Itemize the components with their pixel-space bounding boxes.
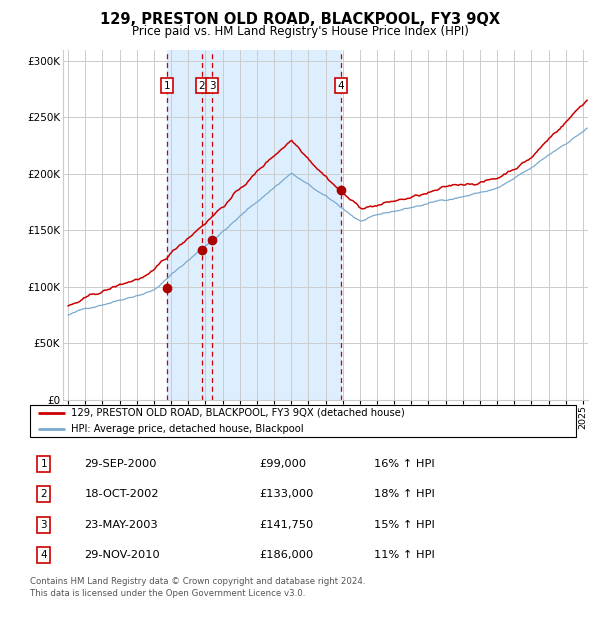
Text: £133,000: £133,000 bbox=[259, 489, 314, 499]
Text: 29-NOV-2010: 29-NOV-2010 bbox=[85, 550, 160, 560]
Bar bbox=[167, 50, 341, 400]
Text: 1: 1 bbox=[40, 459, 47, 469]
Text: 129, PRESTON OLD ROAD, BLACKPOOL, FY3 9QX: 129, PRESTON OLD ROAD, BLACKPOOL, FY3 9Q… bbox=[100, 12, 500, 27]
Text: 23-MAY-2003: 23-MAY-2003 bbox=[85, 520, 158, 529]
Text: 15% ↑ HPI: 15% ↑ HPI bbox=[374, 520, 435, 529]
FancyBboxPatch shape bbox=[30, 405, 576, 437]
Text: 29-SEP-2000: 29-SEP-2000 bbox=[85, 459, 157, 469]
Text: 4: 4 bbox=[338, 81, 344, 91]
Text: 2: 2 bbox=[199, 81, 205, 91]
Text: 129, PRESTON OLD ROAD, BLACKPOOL, FY3 9QX (detached house): 129, PRESTON OLD ROAD, BLACKPOOL, FY3 9Q… bbox=[71, 408, 404, 418]
Text: £141,750: £141,750 bbox=[259, 520, 314, 529]
Text: 11% ↑ HPI: 11% ↑ HPI bbox=[374, 550, 435, 560]
Text: This data is licensed under the Open Government Licence v3.0.: This data is licensed under the Open Gov… bbox=[30, 589, 305, 598]
Text: Contains HM Land Registry data © Crown copyright and database right 2024.: Contains HM Land Registry data © Crown c… bbox=[30, 577, 365, 586]
Text: 3: 3 bbox=[209, 81, 215, 91]
Text: 1: 1 bbox=[163, 81, 170, 91]
Text: 18-OCT-2002: 18-OCT-2002 bbox=[85, 489, 159, 499]
Text: Price paid vs. HM Land Registry's House Price Index (HPI): Price paid vs. HM Land Registry's House … bbox=[131, 25, 469, 38]
Text: 18% ↑ HPI: 18% ↑ HPI bbox=[374, 489, 435, 499]
Text: 4: 4 bbox=[40, 550, 47, 560]
Text: £99,000: £99,000 bbox=[259, 459, 307, 469]
Text: 2: 2 bbox=[40, 489, 47, 499]
Text: 16% ↑ HPI: 16% ↑ HPI bbox=[374, 459, 435, 469]
Text: 3: 3 bbox=[40, 520, 47, 529]
Text: HPI: Average price, detached house, Blackpool: HPI: Average price, detached house, Blac… bbox=[71, 424, 304, 434]
Text: £186,000: £186,000 bbox=[259, 550, 314, 560]
